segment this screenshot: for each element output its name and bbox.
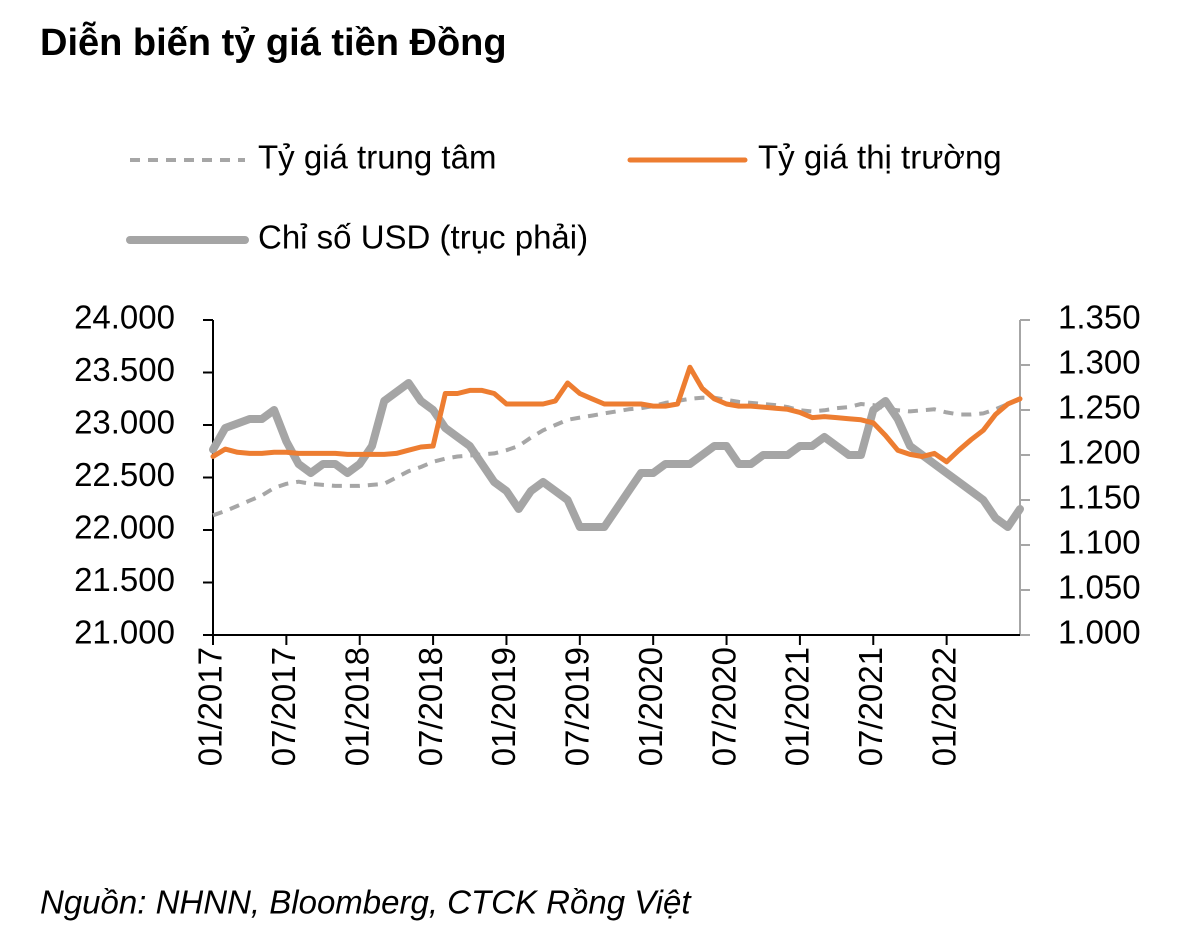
x-tick-label: 01/2022 [925, 647, 962, 766]
series-line [210, 364, 1023, 465]
y2-tick-label: 1.000 [1058, 614, 1141, 651]
y-tick-label: 21.000 [74, 614, 175, 651]
x-tick-label: 07/2021 [852, 647, 889, 766]
y2-tick-label: 1.150 [1058, 479, 1141, 516]
chart-title: Diễn biến tỷ giá tiền Đồng [40, 20, 507, 64]
y-tick-label: 24.000 [74, 299, 175, 336]
legend-label: Tỷ giá trung tâm [258, 139, 496, 176]
y2-tick-label: 1.250 [1058, 389, 1141, 426]
x-tick-label: 07/2019 [559, 647, 596, 766]
x-tick-label: 01/2021 [779, 647, 816, 766]
x-tick-label: 01/2018 [338, 647, 375, 766]
y2-tick-label: 1.050 [1058, 569, 1141, 606]
source-note: Nguồn: NHNN, Bloomberg, CTCK Rồng Việt [40, 884, 692, 921]
x-tick-label: 01/2017 [192, 647, 229, 766]
x-tick-label: 07/2020 [705, 647, 742, 766]
y-tick-label: 22.000 [74, 509, 175, 546]
y-tick-label: 23.000 [74, 404, 175, 441]
y2-tick-label: 1.100 [1058, 524, 1141, 561]
x-tick-label: 07/2018 [412, 647, 449, 766]
x-tick-label: 01/2019 [485, 647, 522, 766]
legend-label: Tỷ giá thị trường [758, 139, 1002, 176]
y2-tick-label: 1.300 [1058, 344, 1141, 381]
y-tick-label: 23.500 [74, 351, 175, 388]
y-tick-label: 21.500 [74, 561, 175, 598]
series-line [209, 379, 1024, 531]
y2-tick-label: 1.200 [1058, 434, 1141, 471]
y2-tick-label: 1.350 [1058, 299, 1141, 336]
y-tick-label: 22.500 [74, 456, 175, 493]
x-tick-label: 07/2017 [265, 647, 302, 766]
legend-label: Chỉ số USD (trục phải) [258, 219, 588, 256]
x-tick-label: 01/2020 [632, 647, 669, 766]
